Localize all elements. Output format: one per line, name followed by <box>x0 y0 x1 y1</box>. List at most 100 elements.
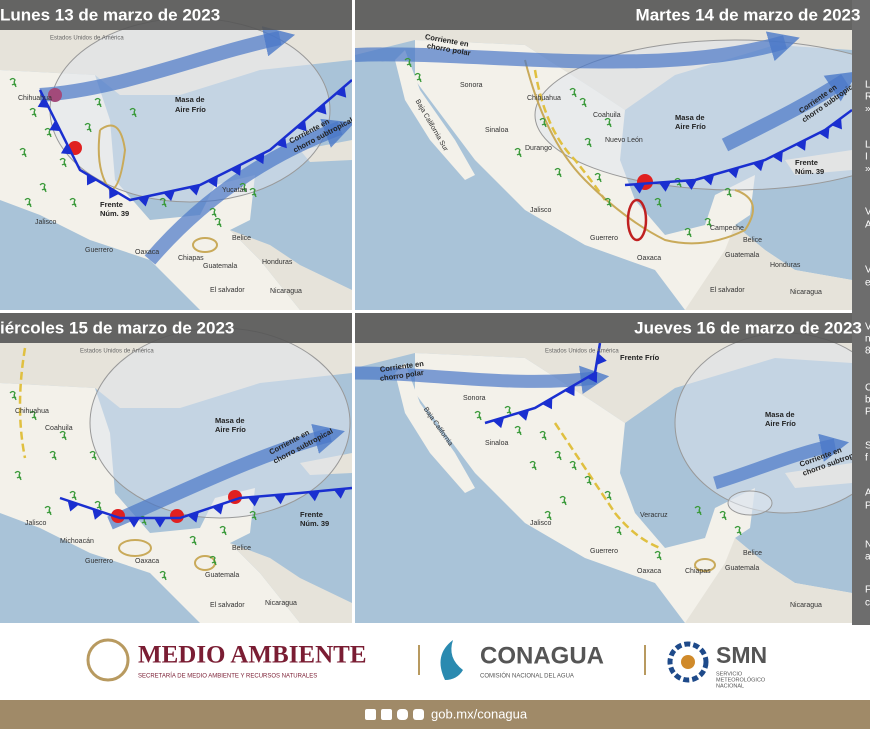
side-text: e <box>865 278 870 289</box>
side-text: » <box>865 164 870 175</box>
map-label: Guatemala <box>725 565 759 572</box>
front-triangle <box>230 164 242 176</box>
side-text: f <box>865 453 868 464</box>
map-label: Masa de <box>175 95 205 104</box>
map-label: Aire Frío <box>765 419 796 428</box>
map-label: Sinaloa <box>485 440 508 447</box>
map-label: Guerrero <box>85 558 113 565</box>
social-icons[interactable] <box>365 709 424 720</box>
front-triangle <box>109 187 120 199</box>
front-triangle <box>596 353 607 366</box>
side-text: c <box>865 598 870 609</box>
front-triangle <box>315 103 327 115</box>
url[interactable]: gob.mx/conagua <box>431 706 528 721</box>
map-label: Chiapas <box>178 255 204 262</box>
map-label: Frente <box>100 200 123 209</box>
front-triangle <box>772 151 783 163</box>
panel-header: iércoles 15 de marzo de 2023 <box>0 313 352 343</box>
front-triangle <box>163 190 175 202</box>
logo <box>86 638 130 682</box>
front-triangle <box>564 384 575 397</box>
map-label: Sonora <box>460 82 483 89</box>
front-triangle <box>632 183 645 194</box>
panel-header: Lunes 13 de marzo de 2023 <box>0 0 352 30</box>
side-text: P <box>865 407 870 418</box>
map-label: Chihuahua <box>527 95 561 102</box>
org-name: SMN <box>716 642 767 668</box>
map-label: Honduras <box>770 262 801 269</box>
front-triangle <box>295 120 307 132</box>
map-label: Guerrero <box>590 235 618 242</box>
map-label: Nicaragua <box>790 602 822 609</box>
front-triangle <box>586 371 598 384</box>
side-text: S <box>865 441 870 452</box>
map-label: Jalisco <box>530 207 552 214</box>
map-label: Aire Frío <box>175 105 206 114</box>
map-label: Guerrero <box>590 548 618 555</box>
logo <box>440 640 463 680</box>
front-triangle <box>307 491 320 502</box>
map-label: Masa de <box>215 416 245 425</box>
org-name: MEDIO AMBIENTE <box>138 642 367 669</box>
front-triangle <box>795 139 807 151</box>
panel-title: Jueves 16 de marzo de 2023 <box>634 318 862 337</box>
map-label: Chihuahua <box>15 408 49 415</box>
map-label: El salvador <box>710 287 745 294</box>
front-triangle <box>128 518 140 528</box>
map-label: Jalisco <box>530 520 552 527</box>
front-triangle <box>702 174 715 186</box>
map-label: Masa de <box>765 410 795 419</box>
map-label: Guatemala <box>203 263 237 270</box>
footer <box>0 625 870 700</box>
title-bar <box>0 0 352 30</box>
map-panel: Estados Unidos de América Chihuahua Masa d… <box>0 0 352 310</box>
map-label: Guatemala <box>725 252 759 259</box>
map-label: Oaxaca <box>637 568 661 575</box>
front-triangle <box>37 97 49 108</box>
front-triangle <box>517 409 530 421</box>
logo <box>667 641 709 683</box>
org-name: CONAGUA <box>480 642 604 669</box>
side-text: a <box>865 552 870 563</box>
map-label: Yucatán <box>222 187 247 194</box>
map-label: Coahuila <box>45 425 73 432</box>
panel-title: Lunes 13 de marzo de 2023 <box>0 5 220 24</box>
side-text: F <box>865 585 870 596</box>
front-triangle <box>333 488 346 499</box>
title-bar <box>355 313 852 343</box>
side-text: A <box>865 220 870 231</box>
logo <box>681 655 695 669</box>
front-triangle <box>253 152 265 165</box>
map-label: Guatemala <box>205 572 239 579</box>
front-triangle <box>212 503 224 515</box>
side-text: C <box>865 383 870 394</box>
panel-header: Jueves 16 de marzo de 2023 <box>355 313 862 343</box>
title-bar <box>355 0 852 30</box>
side-text: I <box>865 152 868 163</box>
side-text: » <box>865 104 870 115</box>
map-label: Aire Frío <box>675 122 706 131</box>
org-subtitle: SECRETARÍA DE MEDIO AMBIENTE Y RECURSOS … <box>138 673 317 680</box>
map-label: Núm. 39 <box>300 519 329 528</box>
front-triangle <box>684 179 697 190</box>
map-label: Nicaragua <box>790 289 822 296</box>
map-label: Honduras <box>262 259 293 266</box>
map-label: Aire Frío <box>215 425 246 434</box>
side-text: L <box>865 80 870 91</box>
map-label: Jalisco <box>25 520 47 527</box>
side-text: P <box>865 501 870 512</box>
map-label: Estados Unidos de América <box>545 349 619 355</box>
map-label: Frente <box>795 158 818 167</box>
panel-header: Martes 14 de marzo de 2023 <box>355 0 860 30</box>
front-triangle <box>188 184 201 196</box>
front-triangle <box>137 195 150 207</box>
front-triangle <box>49 120 61 132</box>
side-text: V <box>865 265 870 276</box>
map-label: Frente Frío <box>620 353 660 362</box>
map-label: Estados Unidos de América <box>50 36 124 42</box>
side-text: V <box>865 207 870 218</box>
map-label: Frente <box>300 510 323 519</box>
map-label: Coahuila <box>593 112 621 119</box>
front-triangle <box>831 118 842 130</box>
